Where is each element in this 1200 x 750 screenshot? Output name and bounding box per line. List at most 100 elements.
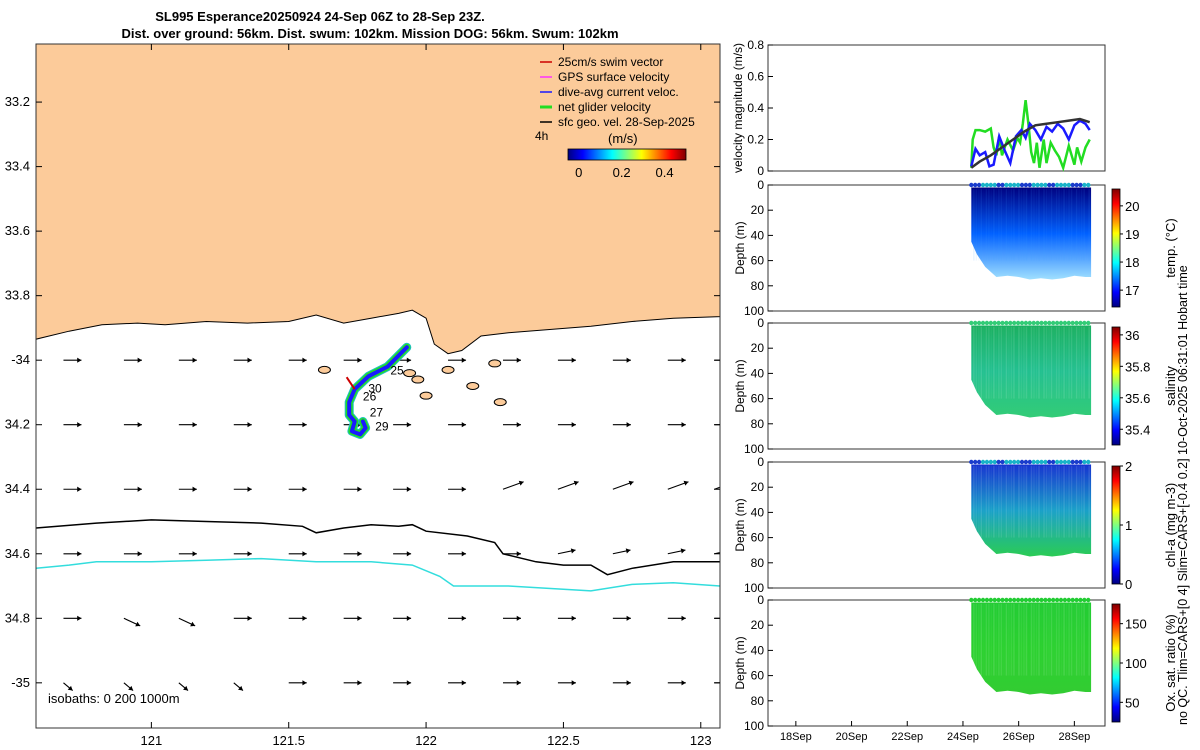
depth-tick-label: 60 (751, 392, 765, 406)
salinity-section-colorbar (1111, 326, 1121, 446)
surface-sample (1086, 320, 1091, 326)
sfc-velocity-arrowhead (626, 422, 631, 428)
surface-sample (1054, 597, 1060, 603)
surface-sample (1023, 182, 1029, 188)
surface-sample (1035, 459, 1040, 465)
velocity-y-tick-label: 0.6 (747, 70, 764, 84)
surface-sample (1058, 320, 1064, 326)
surface-sample (980, 459, 986, 465)
surface-sample (976, 459, 982, 465)
surface-sample (988, 597, 994, 603)
legend-label: net glider velocity (558, 100, 651, 114)
legend-label: dive-avg current veloc. (558, 85, 679, 99)
colorbar-tick-label: 1 (1125, 518, 1132, 533)
island (419, 391, 433, 400)
sfc-velocity-arrowhead (357, 615, 362, 621)
sfc-velocity-arrowhead (681, 680, 686, 686)
surface-sample (1000, 459, 1005, 465)
surface-sample (1027, 320, 1033, 326)
colorbar-tick-label: 0 (1125, 577, 1132, 592)
surface-sample (992, 320, 997, 326)
surface-sample (973, 320, 978, 326)
surface-sample (1062, 182, 1068, 188)
time-tick-label: 24Sep (947, 731, 979, 743)
depth-tick-label: 80 (751, 556, 765, 570)
y-tick-label: 34.8 (5, 610, 30, 625)
surface-sample (1043, 320, 1048, 326)
depth-tick-label: 100 (744, 581, 764, 595)
depth-ylabel: Depth (m) (733, 221, 747, 274)
velocity-y-tick-label: 0.4 (747, 101, 764, 115)
time-tick-label: 18Sep (780, 731, 812, 743)
sfc-velocity-arrowhead (238, 685, 243, 691)
sfc-velocity-arrowhead (357, 357, 362, 363)
current-track (347, 345, 409, 437)
surface-sample (984, 597, 990, 603)
surface-sample (1058, 459, 1064, 465)
sfc-velocity-arrowhead (626, 680, 631, 686)
surface-sample (1012, 320, 1017, 326)
surface-sample (1035, 320, 1040, 326)
surface-sample (1066, 459, 1071, 465)
sfc-velocity-arrowhead (406, 486, 412, 492)
sfc-velocity-vector (714, 552, 720, 555)
colorbar-label: Ox. sat. ratio (%) (1163, 614, 1178, 712)
sfc-velocity-arrowhead (247, 422, 252, 428)
temperature-section-data (971, 187, 1092, 280)
surface-sample (1082, 459, 1087, 465)
legend-label: sfc geo. vel. 28-Sep-2025 (558, 115, 695, 129)
time-tick-label: 20Sep (836, 731, 868, 743)
colorbar-tick-label: 0.4 (656, 165, 674, 180)
sfc-velocity-arrowhead (626, 615, 631, 621)
sfc-velocity-arrowhead (247, 357, 252, 363)
y-tick-label: 33.8 (5, 288, 30, 303)
surface-sample (976, 320, 982, 326)
surface-sample (1050, 182, 1056, 188)
surface-sample (996, 182, 1001, 188)
surface-sample (988, 182, 994, 188)
surface-sample (1074, 597, 1079, 603)
sfc-velocity-arrowhead (516, 422, 521, 428)
sfc-velocity-arrowhead (625, 548, 631, 554)
swim-vector (345, 376, 356, 390)
sfc-velocity-arrowhead (192, 422, 197, 428)
track-day-label: 26 (363, 390, 377, 404)
x-tick-label: 121 (141, 733, 163, 748)
legend-label: 25cm/s swim vector (558, 55, 663, 69)
sfc-velocity-arrowhead (516, 551, 521, 557)
sfc-velocity-arrowhead (461, 615, 467, 621)
chla-section-colorbar (1111, 465, 1121, 585)
sfc-velocity-vector (714, 486, 720, 490)
sfc-velocity-arrowhead (461, 486, 467, 492)
sfc-velocity-arrowhead (516, 615, 521, 621)
surface-sample (1031, 182, 1036, 188)
surface-sample (1004, 597, 1009, 603)
surface-sample (1015, 320, 1021, 326)
surface-sample (1035, 182, 1040, 188)
surface-sample (1086, 182, 1091, 188)
depth-ylabel: Depth (m) (733, 359, 747, 412)
surface-sample (1039, 597, 1044, 603)
sfc-velocity-arrowhead (571, 615, 576, 621)
sfc-velocity-arrowhead (571, 422, 576, 428)
surface-sample (969, 182, 974, 188)
colorbar-tick-label: 19 (1125, 227, 1139, 242)
sfc-velocity-arrowhead (357, 551, 362, 557)
x-tick-label: 122.5 (547, 733, 580, 748)
surface-sample (1066, 597, 1071, 603)
depth-tick-label: 60 (751, 531, 765, 545)
island (411, 375, 425, 384)
sfc-velocity-arrowhead (302, 551, 307, 557)
surface-sample (1074, 320, 1079, 326)
surface-sample (1054, 320, 1060, 326)
surface-sample (1004, 320, 1009, 326)
temperature-section-colorbar (1111, 188, 1121, 308)
sfc-velocity-arrowhead (247, 551, 252, 557)
oxygen-section-colorbar (1111, 603, 1121, 723)
surface-sample (992, 459, 997, 465)
colorbar-tick-label: 0 (575, 165, 582, 180)
surface-sample (1054, 182, 1060, 188)
island (403, 369, 417, 378)
surface-sample (996, 597, 1001, 603)
